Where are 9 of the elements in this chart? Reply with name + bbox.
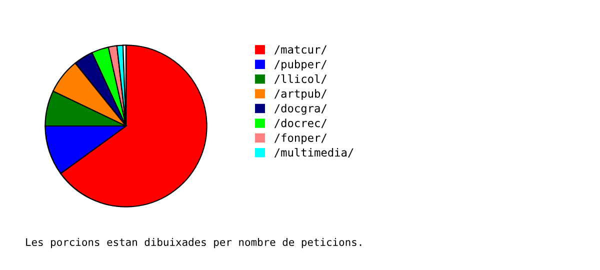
- legend-label: /matcur/: [274, 45, 327, 55]
- legend-label: /docgra/: [274, 104, 327, 115]
- legend-label: /multimedia/: [274, 148, 354, 158]
- legend-label: /pubper/: [274, 60, 327, 71]
- legend-label: /llicol/: [274, 74, 327, 84]
- legend-label: /artpub/: [274, 89, 327, 100]
- legend-label: /docrec/: [274, 118, 327, 128]
- legend-label: /fonper/: [274, 133, 327, 144]
- text: Les porcions estan dibuixades per nombre de peticions.: [26, 238, 362, 248]
